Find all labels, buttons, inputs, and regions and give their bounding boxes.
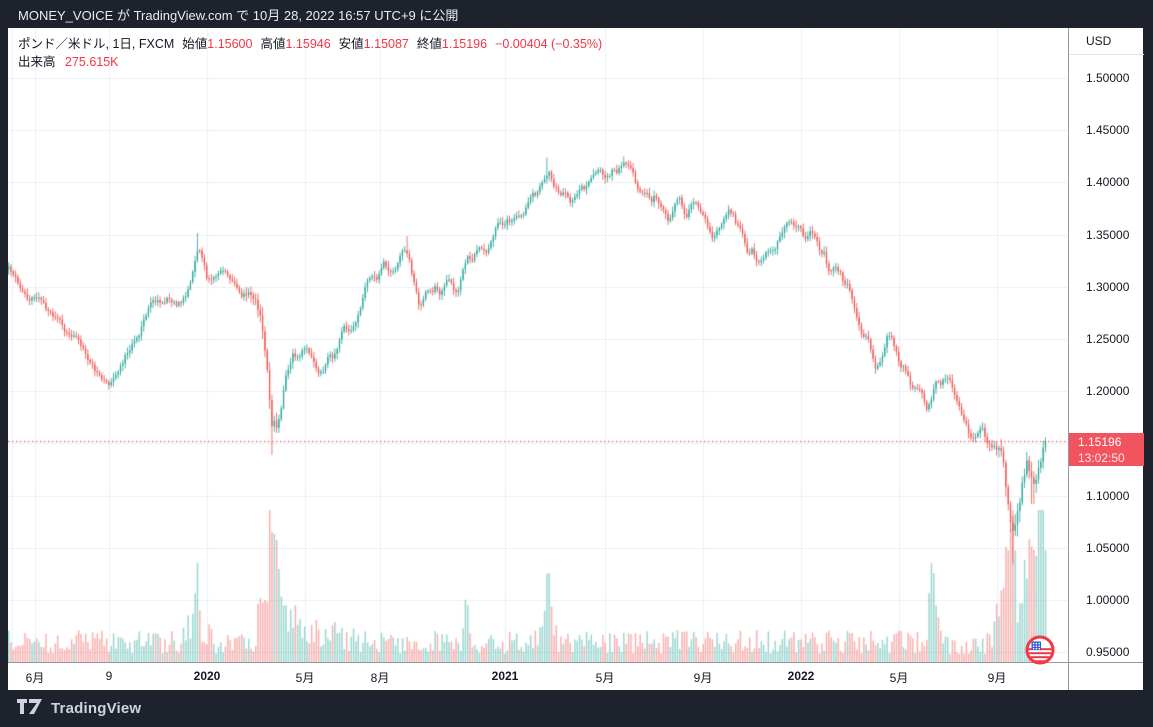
price-tick-label: 1.05000 bbox=[1086, 540, 1130, 555]
price-tick-label: 1.35000 bbox=[1086, 227, 1130, 242]
price-tick-label: 1.30000 bbox=[1086, 279, 1130, 294]
tradingview-logo-icon[interactable] bbox=[16, 698, 43, 720]
footer-bar: TradingView bbox=[0, 690, 1153, 727]
ohlc-value: 1.15946 bbox=[285, 37, 331, 51]
axis-currency-separator bbox=[1069, 54, 1144, 55]
snapshot-attribution-bar: MONEY_VOICE が TradingView.com で 10月 28, … bbox=[0, 0, 1153, 28]
price-tick-label: 1.45000 bbox=[1086, 123, 1130, 138]
ohlc-item: 終値1.15196 bbox=[417, 37, 487, 51]
last-price-value: 1.15196 bbox=[1078, 435, 1122, 449]
ohlc-label: 始値 bbox=[182, 37, 208, 51]
axis-currency-label: USD bbox=[1086, 34, 1112, 48]
time-tick-label: 5月 bbox=[295, 671, 315, 685]
chart-panel: ポンド／米ドル, 1日, FXCM 始値1.15600 高値1.15946 安値1.1… bbox=[8, 28, 1144, 690]
us-flag-event-icon[interactable] bbox=[1025, 635, 1055, 665]
price-tick-label: 1.10000 bbox=[1086, 488, 1130, 503]
snapshot-attribution-text: MONEY_VOICE が TradingView.com で 10月 28, … bbox=[18, 7, 459, 23]
price-chart-canvas[interactable] bbox=[8, 28, 1068, 662]
price-tick-label: 0.95000 bbox=[1086, 645, 1130, 660]
chart-legend: ポンド／米ドル, 1日, FXCM 始値1.15600 高値1.15946 安値1.1… bbox=[18, 35, 602, 71]
ohlc-item: 高値1.15946 bbox=[260, 37, 330, 51]
volume-value: 275.615K bbox=[65, 55, 119, 69]
ohlc-item: 安値1.15087 bbox=[339, 37, 409, 51]
change-value: −0.00404 (−0.35%) bbox=[495, 37, 603, 51]
tradingview-wordmark[interactable]: TradingView bbox=[51, 700, 142, 717]
symbol-title: ポンド／米ドル, 1日, FXCM bbox=[18, 37, 175, 51]
legend-line-2: 出来高 275.615K bbox=[18, 53, 602, 71]
time-tick-label: 9 bbox=[105, 669, 113, 683]
axis-corner bbox=[1068, 662, 1143, 690]
price-tick-label: 1.40000 bbox=[1086, 175, 1130, 190]
time-tick-label: 2020 bbox=[193, 669, 221, 683]
time-tick-label: 5月 bbox=[889, 671, 909, 685]
time-tick-label: 9月 bbox=[693, 671, 713, 685]
ohlc-label: 安値 bbox=[338, 37, 364, 51]
ohlc-label: 高値 bbox=[260, 37, 286, 51]
time-tick-label: 2022 bbox=[787, 669, 815, 683]
time-axis[interactable]: 6月 9 2020 5月 8月 2021 5月 9月 2022 5月 9月 bbox=[8, 662, 1068, 690]
ohlc-value: 1.15087 bbox=[363, 37, 409, 51]
price-tick-label: 1.50000 bbox=[1086, 71, 1130, 85]
time-tick-label: 9月 bbox=[987, 671, 1007, 685]
price-tick-label: 1.25000 bbox=[1086, 332, 1130, 346]
ohlc-value: 1.15600 bbox=[207, 37, 253, 51]
price-tick-label: 1.00000 bbox=[1086, 593, 1130, 607]
ohlc-value: 1.15196 bbox=[441, 37, 488, 51]
time-tick-label: 8月 bbox=[370, 671, 390, 685]
ohlc-label: 終値 bbox=[416, 37, 442, 51]
ohlc-item: 始値1.15600 bbox=[182, 37, 252, 51]
price-tick-label: 1.20000 bbox=[1086, 384, 1130, 399]
volume-label: 出来高 bbox=[18, 55, 56, 69]
time-tick-label: 6月 bbox=[25, 671, 45, 685]
time-tick-label: 2021 bbox=[491, 669, 519, 683]
price-axis[interactable]: USD 1.50000 1.45000 1.40000 1.35000 1.30000 1… bbox=[1068, 28, 1144, 662]
last-price-tag: 1.15196 13:02:50 bbox=[1069, 433, 1144, 466]
time-tick-label: 5月 bbox=[595, 671, 615, 685]
bar-countdown: 13:02:50 bbox=[1078, 451, 1125, 465]
legend-line-1: ポンド／米ドル, 1日, FXCM 始値1.15600 高値1.15946 安値1.1… bbox=[18, 35, 602, 53]
